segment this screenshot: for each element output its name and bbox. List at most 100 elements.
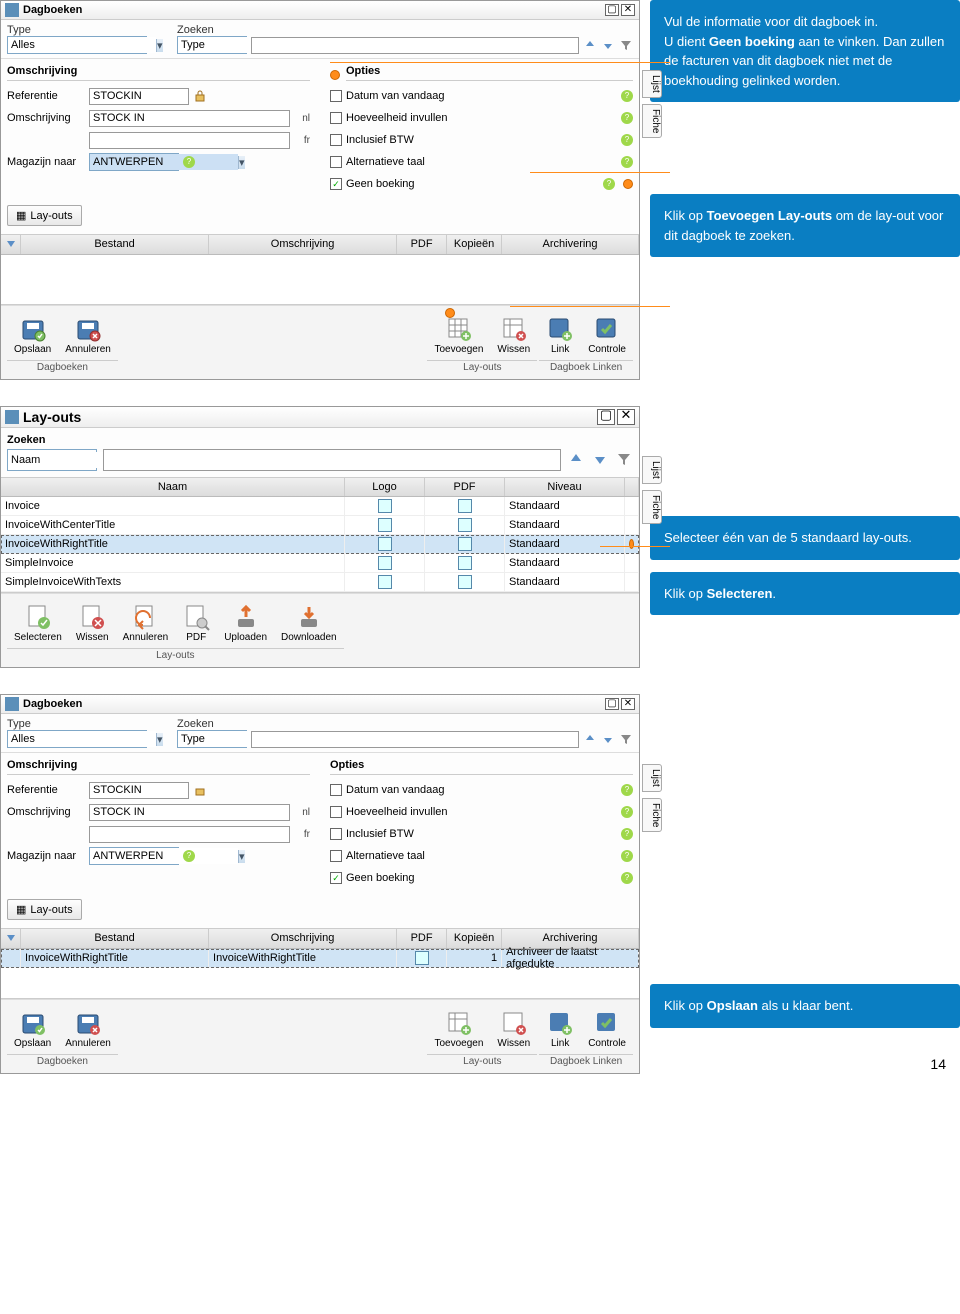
connector-line xyxy=(600,546,670,547)
arrow-down-icon[interactable] xyxy=(591,450,609,471)
btw-checkbox[interactable] xyxy=(330,828,342,840)
uploaden-button[interactable]: Uploaden xyxy=(217,600,274,646)
filter-icon[interactable] xyxy=(619,38,633,52)
layout-row[interactable]: InvoiceStandaard xyxy=(1,497,639,516)
help-icon[interactable]: ? xyxy=(603,178,615,190)
controle-button[interactable]: Controle xyxy=(581,1006,633,1052)
annuleren-button[interactable]: Annuleren xyxy=(116,600,176,646)
hoeveelheid-checkbox[interactable] xyxy=(330,806,342,818)
controle-button[interactable]: Controle xyxy=(581,312,633,358)
close-icon[interactable]: ✕ xyxy=(617,409,635,425)
btw-checkbox[interactable] xyxy=(330,134,342,146)
zoeken-type-combo[interactable]: ▾ xyxy=(177,36,247,54)
layout-row[interactable]: InvoiceWithCenterTitleStandaard xyxy=(1,516,639,535)
alt-checkbox[interactable] xyxy=(330,850,342,862)
close-icon[interactable]: ✕ xyxy=(621,4,635,16)
lock-icon[interactable] xyxy=(193,783,207,797)
zoeken-type-combo[interactable]: ▾ xyxy=(177,730,247,748)
type-combo[interactable]: ▾ xyxy=(7,36,147,54)
help-icon[interactable]: ? xyxy=(621,828,633,840)
datum-checkbox[interactable] xyxy=(330,90,342,102)
fiche-tab[interactable]: Fiche xyxy=(642,490,662,524)
layouts-button[interactable]: ▦Lay-outs xyxy=(7,899,82,920)
help-icon[interactable]: ? xyxy=(621,90,633,102)
geen-boeking-checkbox[interactable]: ✓ xyxy=(330,872,342,884)
chevron-down-icon[interactable]: ▾ xyxy=(238,850,245,863)
filter-icon[interactable] xyxy=(619,732,633,746)
link-button[interactable]: Link xyxy=(539,1006,581,1052)
arrow-up-icon[interactable] xyxy=(583,732,597,746)
document-icon xyxy=(458,499,472,513)
connector-line xyxy=(330,62,670,63)
annuleren-button[interactable]: Annuleren xyxy=(58,312,118,358)
layout-row-selected[interactable]: InvoiceWithRightTitleStandaard xyxy=(1,535,639,554)
help-icon[interactable]: ? xyxy=(621,850,633,862)
layout-table-row[interactable]: InvoiceWithRightTitle InvoiceWithRightTi… xyxy=(1,949,639,968)
magazijn-combo[interactable]: ▾ xyxy=(89,153,179,171)
geen-boeking-checkbox[interactable]: ✓ xyxy=(330,178,342,190)
arrow-up-icon[interactable] xyxy=(583,38,597,52)
lijst-tab[interactable]: Lijst xyxy=(642,764,662,792)
layout-row[interactable]: SimpleInvoiceStandaard xyxy=(1,554,639,573)
wissen-layouts-button[interactable]: Wissen xyxy=(490,1006,537,1052)
toevoegen-layouts-button[interactable]: Toevoegen xyxy=(427,312,490,358)
wissen-button[interactable]: Wissen xyxy=(69,600,116,646)
help-icon[interactable]: ? xyxy=(183,850,195,862)
type-combo[interactable]: ▾ xyxy=(7,730,147,748)
lijst-tab[interactable]: Lijst xyxy=(642,70,662,98)
help-icon[interactable]: ? xyxy=(621,156,633,168)
layout-row[interactable]: SimpleInvoiceWithTextsStandaard xyxy=(1,573,639,592)
omschrijving-nl-input[interactable] xyxy=(89,804,290,821)
referentie-input[interactable] xyxy=(89,88,189,105)
fiche-tab[interactable]: Fiche xyxy=(642,104,662,138)
layouts-button[interactable]: ▦Lay-outs xyxy=(7,205,82,226)
window-title: Lay-outs xyxy=(23,409,595,425)
fiche-tab[interactable]: Fiche xyxy=(642,798,662,832)
alt-label: Alternatieve taal xyxy=(346,156,617,168)
document-icon xyxy=(458,556,472,570)
datum-checkbox[interactable] xyxy=(330,784,342,796)
downloaden-button[interactable]: Downloaden xyxy=(274,600,344,646)
wissen-layouts-button[interactable]: Wissen xyxy=(490,312,537,358)
magazijn-combo[interactable]: ▾ xyxy=(89,847,179,865)
maximize-icon[interactable]: ▢ xyxy=(605,698,619,710)
help-icon[interactable]: ? xyxy=(183,156,195,168)
lijst-tab[interactable]: Lijst xyxy=(642,456,662,484)
opslaan-button[interactable]: Opslaan xyxy=(7,312,58,358)
zoeken-input[interactable] xyxy=(103,449,561,471)
filter-icon[interactable] xyxy=(615,450,633,471)
help-icon[interactable]: ? xyxy=(621,872,633,884)
maximize-icon[interactable]: ▢ xyxy=(605,4,619,16)
opslaan-button[interactable]: Opslaan xyxy=(7,1006,58,1052)
chevron-down-icon[interactable]: ▾ xyxy=(156,733,163,746)
omschrijving-nl-input[interactable] xyxy=(89,110,290,127)
lock-icon[interactable] xyxy=(193,89,207,103)
help-icon[interactable]: ? xyxy=(621,112,633,124)
pdf-button[interactable]: PDF xyxy=(175,600,217,646)
chevron-down-icon[interactable]: ▾ xyxy=(156,39,163,52)
annuleren-button[interactable]: Annuleren xyxy=(58,1006,118,1052)
arrow-down-icon[interactable] xyxy=(601,38,615,52)
chevron-down-icon[interactable]: ▾ xyxy=(238,156,245,169)
help-icon[interactable]: ? xyxy=(621,784,633,796)
document-icon xyxy=(458,575,472,589)
hoeveelheid-checkbox[interactable] xyxy=(330,112,342,124)
toevoegen-layouts-button[interactable]: Toevoegen xyxy=(427,1006,490,1052)
alt-checkbox[interactable] xyxy=(330,156,342,168)
zoeken-input[interactable] xyxy=(251,731,579,748)
omschrijving-fr-input[interactable] xyxy=(89,826,290,843)
zoeken-input[interactable] xyxy=(251,37,579,54)
arrow-down-icon[interactable] xyxy=(601,732,615,746)
zoeken-label: Zoeken xyxy=(177,24,633,36)
maximize-icon[interactable]: ▢ xyxy=(597,409,615,425)
selecteren-button[interactable]: Selecteren xyxy=(7,600,69,646)
help-icon[interactable]: ? xyxy=(621,806,633,818)
close-icon[interactable]: ✕ xyxy=(621,698,635,710)
help-icon[interactable]: ? xyxy=(621,134,633,146)
zoeken-naam-combo[interactable]: ▾ xyxy=(7,449,97,471)
omschrijving-label: Omschrijving xyxy=(7,112,85,124)
link-button[interactable]: Link xyxy=(539,312,581,358)
arrow-up-icon[interactable] xyxy=(567,450,585,471)
referentie-input[interactable] xyxy=(89,782,189,799)
omschrijving-fr-input[interactable] xyxy=(89,132,290,149)
